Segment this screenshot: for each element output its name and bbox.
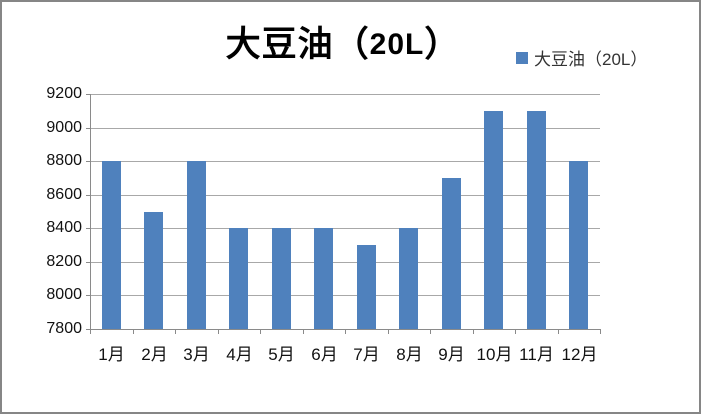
x-tick-label-7月: 7月: [353, 345, 380, 364]
bar-1月: [102, 161, 121, 329]
y-tick-label-8400: 8400: [46, 219, 82, 236]
legend-swatch-icon: [516, 51, 528, 64]
y-tick-label-8000: 8000: [46, 286, 82, 303]
y-tick-label-9000: 9000: [46, 119, 82, 136]
x-tick-mark-11: [558, 329, 559, 334]
legend: 大豆油（20L）: [516, 45, 647, 70]
x-tick-label-11月: 11月: [519, 345, 554, 364]
y-tick-mark-9000: [86, 128, 90, 129]
y-tick-label-9200: 9200: [46, 85, 82, 102]
x-tick-label-3月: 3月: [183, 345, 210, 364]
x-tick-label-9月: 9月: [438, 345, 465, 364]
y-tick-mark-8800: [86, 161, 90, 162]
bar-9月: [442, 178, 461, 329]
x-tick-mark-8: [430, 329, 431, 334]
chart-title-text: 大豆油（: [225, 25, 370, 64]
bar-11月: [527, 111, 546, 329]
bar-10月: [484, 111, 503, 329]
bar-6月: [314, 228, 333, 329]
x-tick-label-10月: 10月: [476, 345, 513, 364]
bar-4月: [229, 228, 248, 329]
legend-label: 大豆油（20L）: [534, 50, 648, 69]
bar-3月: [187, 161, 206, 329]
gridline-8600: [90, 195, 600, 196]
x-tick-mark-1: [133, 329, 134, 334]
bar-5月: [272, 228, 291, 329]
bar-12月: [569, 161, 588, 329]
x-tick-mark-4: [260, 329, 261, 334]
chart-title: 大豆油（20L）: [88, 16, 598, 67]
y-axis-line: [90, 94, 91, 334]
gridline-8400: [90, 228, 600, 229]
y-tick-label-8600: 8600: [46, 186, 82, 203]
x-tick-mark-5: [303, 329, 304, 334]
x-tick-label-12月: 12月: [561, 345, 598, 364]
gridline-8200: [90, 262, 600, 263]
bar-8月: [399, 228, 418, 329]
y-tick-mark-8000: [86, 295, 90, 296]
x-tick-mark-12: [600, 329, 601, 334]
y-tick-mark-8600: [86, 195, 90, 196]
x-tick-mark-0: [90, 329, 91, 334]
gridline-9000: [90, 128, 600, 129]
x-tick-mark-3: [218, 329, 219, 334]
bar-7月: [357, 245, 376, 329]
bar-2月: [144, 212, 163, 329]
x-tick-mark-10: [515, 329, 516, 334]
y-tick-mark-7800: [86, 329, 90, 330]
chart-title-bold-text: 20L: [369, 28, 425, 61]
y-tick-label-8200: 8200: [46, 253, 82, 270]
gridline-8800: [90, 161, 600, 162]
x-tick-label-1月: 1月: [98, 345, 125, 364]
y-tick-label-7800: 7800: [46, 320, 82, 337]
x-tick-mark-9: [473, 329, 474, 334]
y-tick-label-8800: 8800: [46, 152, 82, 169]
y-tick-mark-8200: [86, 262, 90, 263]
x-tick-label-6月: 6月: [311, 345, 338, 364]
y-tick-mark-9200: [86, 94, 90, 95]
gridline-8000: [90, 295, 600, 296]
x-tick-label-5月: 5月: [268, 345, 295, 364]
y-tick-mark-8400: [86, 228, 90, 229]
gridline-9200: [90, 94, 600, 95]
x-tick-mark-7: [388, 329, 389, 334]
chart-title-close-paren: ）: [424, 25, 461, 64]
x-tick-label-4月: 4月: [226, 345, 253, 364]
x-tick-label-2月: 2月: [141, 345, 168, 364]
x-tick-mark-2: [175, 329, 176, 334]
x-tick-mark-6: [345, 329, 346, 334]
x-tick-label-8月: 8月: [396, 345, 423, 364]
